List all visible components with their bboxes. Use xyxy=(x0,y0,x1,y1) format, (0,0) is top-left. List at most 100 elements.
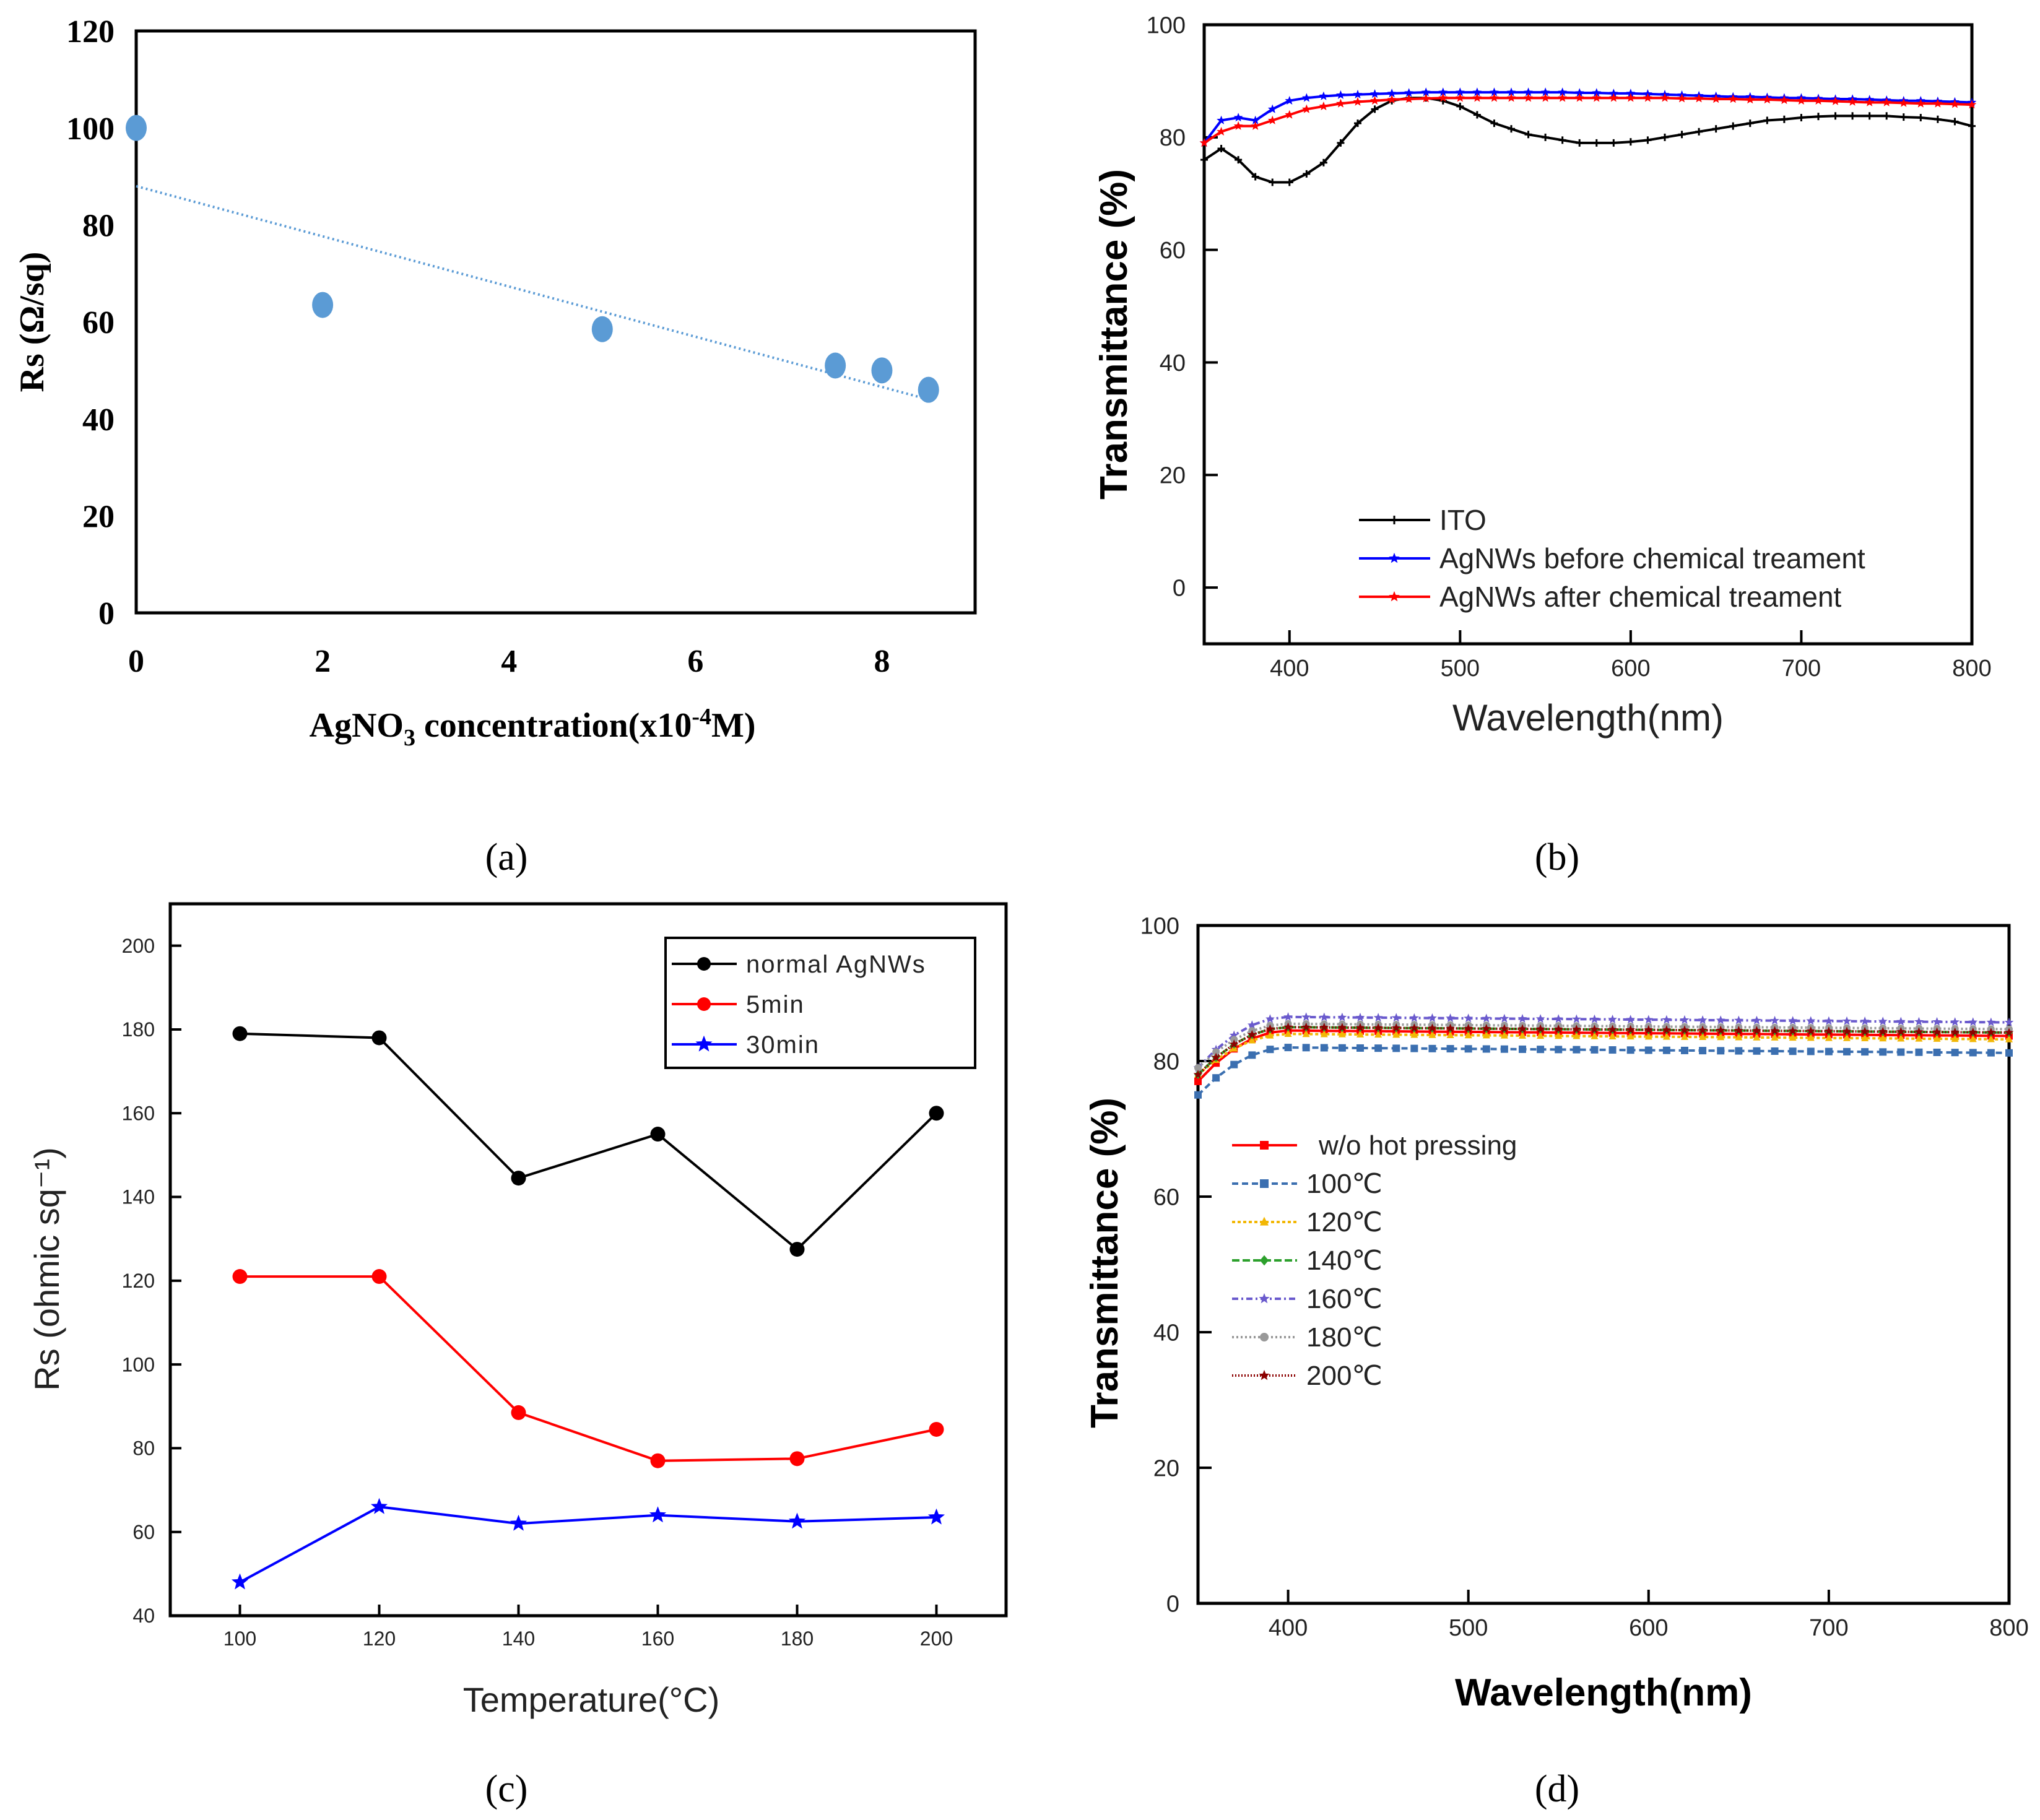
chart-d-series-1-point xyxy=(1537,1046,1545,1054)
chart-b-series-2-point xyxy=(1626,93,1636,102)
chart-b-ylabel: Transmittance (%) xyxy=(1093,169,1135,500)
chart-d-series-4-point xyxy=(1590,1014,1599,1023)
chart-b-series-0-point xyxy=(1576,139,1584,147)
chart-b-series-2-point xyxy=(1319,102,1329,111)
chart-d-series-2-point xyxy=(1789,1033,1797,1041)
chart-d-series-4-point xyxy=(1788,1016,1798,1025)
chart-d-series-4-point xyxy=(1950,1017,1960,1026)
chart-d-series-1-point xyxy=(1284,1044,1292,1052)
chart-d-legend-marker-2 xyxy=(1260,1216,1269,1226)
chart-b-series-1-point xyxy=(1574,88,1584,97)
chart-d-series-6-point xyxy=(1301,1022,1311,1031)
chart-c-series-1-point xyxy=(371,1269,387,1285)
chart-a-xlabel-sup: -4 xyxy=(692,704,711,730)
chart-c-series-1-point xyxy=(232,1269,248,1285)
chart-d-series-6-point xyxy=(1896,1026,1906,1036)
chart-a-xtick-label: 0 xyxy=(128,644,144,679)
chart-b-series-1-point xyxy=(1387,89,1397,98)
chart-b-series-1-point xyxy=(1490,87,1499,97)
chart-d-series-4-point xyxy=(1265,1014,1275,1023)
chart-d-legend-marker-3 xyxy=(1260,1255,1269,1266)
chart-b-series-1-point xyxy=(1592,88,1602,97)
chart-b-series-2-point xyxy=(1643,93,1652,102)
chart-b-series-1-point xyxy=(1558,87,1568,97)
chart-d-series-2-point xyxy=(1626,1032,1634,1040)
chart-b-series-0-point xyxy=(1899,113,1908,121)
chart-b-series-2-point xyxy=(1301,104,1311,113)
chart-b-xtick-label: 700 xyxy=(1782,656,1821,682)
chart-b-series-2-point xyxy=(1472,93,1482,102)
chart-b-series-0-point xyxy=(1303,170,1311,178)
chart-d-series-1-point xyxy=(1248,1051,1256,1059)
chart-d-series-1-point xyxy=(1987,1049,1995,1057)
chart-a-ytick-label: 80 xyxy=(82,209,115,244)
chart-b-series-0-point xyxy=(1337,139,1345,147)
chart-c-plot-area xyxy=(168,902,1008,1618)
chart-d-series-4-point xyxy=(1734,1015,1743,1025)
chart-b-series-2-point xyxy=(1506,93,1516,102)
chart-d-series-4-point xyxy=(1986,1017,1996,1026)
chart-d-series-1-point xyxy=(1735,1047,1743,1055)
chart-d-legend-label-3: 140℃ xyxy=(1306,1246,1382,1276)
chart-c-legend-label-0: normal AgNWs xyxy=(746,951,926,978)
chart-d-series-1-line xyxy=(1197,1046,2010,1096)
chart-d-legend-label-2: 120℃ xyxy=(1306,1207,1382,1237)
chart-d-series-6-point xyxy=(1608,1025,1617,1034)
chart-c-series-2-point xyxy=(788,1512,806,1529)
chart-d-series-5-line xyxy=(1197,1022,2010,1069)
chart-a-trendline xyxy=(136,184,929,401)
chart-d-series-6-point xyxy=(1716,1025,1725,1034)
chart-d-series-6-point xyxy=(1247,1029,1257,1039)
chart-d-series-6-point xyxy=(1878,1026,1888,1036)
chart-b-series-2-point xyxy=(1421,93,1431,103)
chart-b-series-1-point xyxy=(1608,89,1618,98)
chart-b-legend-label-1: AgNWs before chemical treament xyxy=(1439,542,1865,574)
chart-d-ylabel: Transmittance (%) xyxy=(1083,1098,1126,1428)
chart-b-series-2-point xyxy=(1745,95,1755,104)
chart-d-series-2-point xyxy=(1644,1032,1652,1040)
chart-c-xtick-label: 120 xyxy=(363,1627,396,1650)
chart-c-series-2-point xyxy=(370,1497,388,1514)
chart-d-series-1-point xyxy=(1644,1046,1652,1054)
chart-b-series-0-point xyxy=(1542,133,1550,141)
chart-b-series-0-point xyxy=(1815,113,1822,121)
chart-d-series-6-point xyxy=(1571,1025,1581,1034)
chart-d-series-4-point xyxy=(1464,1013,1474,1023)
chart-d-series-6-point xyxy=(1211,1052,1221,1062)
chart-b-series-1-point xyxy=(1353,89,1363,98)
chart-d-series-2-point xyxy=(1825,1033,1833,1041)
chart-d-series-4-point xyxy=(1283,1012,1293,1021)
chart-d-series-4-point xyxy=(1644,1015,1654,1024)
chart-d-series-1-point xyxy=(1320,1044,1328,1052)
chart-d-series-1-point xyxy=(1717,1047,1725,1055)
chart-c-legend-marker-1 xyxy=(697,997,711,1011)
chart-d-legend-label-6: 200℃ xyxy=(1306,1361,1382,1391)
chart-b-series-2-point xyxy=(1285,110,1295,119)
chart-d-series-6-point xyxy=(1752,1026,1761,1035)
chart-b-series-0-point xyxy=(1951,118,1959,126)
chart-d-series-2-point xyxy=(1969,1034,1977,1042)
chart-d-series-4-point xyxy=(1373,1013,1383,1022)
chart-b-series-0-point xyxy=(1797,114,1805,121)
chart-d-series-1-point xyxy=(1753,1047,1761,1055)
chart-b-series-0-point xyxy=(1695,128,1703,136)
chart-b-legend-marker-2 xyxy=(1389,591,1400,602)
chart-c-series-1-point xyxy=(789,1451,805,1467)
chart-b-series-2-point xyxy=(1950,99,1960,108)
chart-b-series-0-point xyxy=(1610,139,1618,147)
chart-d-series-2-point xyxy=(1699,1033,1707,1041)
chart-a-ytick-label: 100 xyxy=(66,111,115,147)
chart-d-series-4-point xyxy=(1535,1014,1545,1023)
chart-d-series-6-point xyxy=(1373,1023,1383,1032)
chart-d-series-0-point xyxy=(1194,1077,1202,1085)
chart-d-series-2-point xyxy=(1951,1034,1959,1042)
chart-d-series-2-point xyxy=(2005,1034,2013,1042)
chart-a-xtick-label: 6 xyxy=(687,644,703,679)
chart-b-series-0-point xyxy=(1456,102,1464,110)
chart-d-series-2-point xyxy=(1338,1029,1346,1038)
chart-b-series-2-point xyxy=(1967,100,1977,109)
chart-a-xlabel-part-3: M) xyxy=(711,706,756,745)
chart-d-series-4-point xyxy=(1806,1016,1816,1025)
chart-b-series-0-point xyxy=(1626,138,1634,146)
